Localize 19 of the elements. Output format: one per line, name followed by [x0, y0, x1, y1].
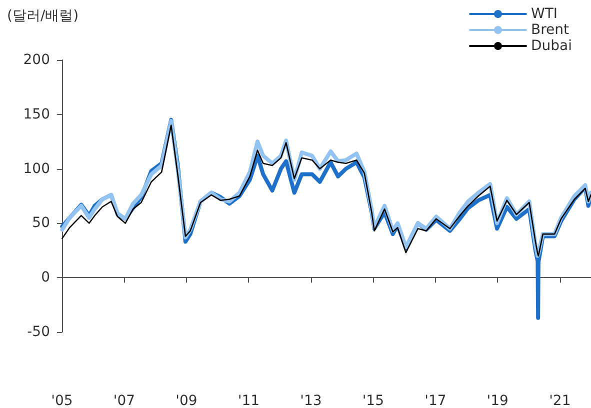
y-tick-label: 100 — [23, 160, 50, 177]
x-tick-label: '19 — [486, 393, 508, 408]
y-axis-title: (달러/배럴) — [7, 8, 79, 24]
legend-label: Dubai — [530, 38, 572, 54]
y-tick-label: 200 — [23, 52, 50, 68]
x-tick-label: '15 — [362, 393, 384, 408]
y-tick-label: 150 — [23, 106, 50, 122]
legend-label: Brent — [530, 22, 570, 38]
legend-label: WTI — [530, 6, 558, 22]
y-tick-label: 0 — [41, 270, 50, 286]
x-tick-label: '13 — [300, 393, 322, 408]
y-tick-label: 50 — [32, 215, 50, 232]
x-tick-label: '05 — [51, 393, 73, 408]
x-tick-label: '09 — [176, 393, 198, 408]
x-tick-label: '07 — [113, 393, 136, 408]
x-tick-label: '11 — [238, 393, 260, 408]
y-tick-label: -50 — [27, 324, 50, 340]
x-tick-label: '17 — [424, 393, 446, 408]
x-tick-label: '21 — [549, 393, 571, 408]
